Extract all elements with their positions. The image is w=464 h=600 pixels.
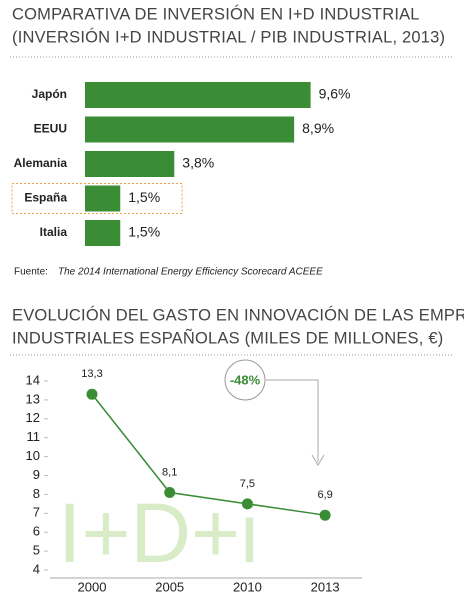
- point: [164, 487, 176, 499]
- value-label: 13,3: [81, 368, 102, 380]
- x-tick-label: 2000: [78, 579, 107, 594]
- y-tick-label: 5: [33, 543, 40, 558]
- value-label: 8,1: [162, 466, 177, 478]
- y-tick-label: 8: [33, 486, 40, 501]
- y-tick-label: 14: [26, 372, 40, 387]
- point: [86, 388, 98, 400]
- category-label: España: [24, 191, 67, 205]
- category-label: Italia: [40, 225, 68, 239]
- value-label: 1,5%: [128, 224, 160, 240]
- category-label: Japón: [32, 87, 67, 101]
- y-tick-label: 9: [33, 467, 40, 482]
- arrow-head: [311, 454, 325, 466]
- value-label: 9,6%: [319, 86, 351, 102]
- line: [91, 393, 326, 516]
- y-tick-label: 13: [26, 391, 40, 406]
- chart-subtitle: INDUSTRIALES ESPAÑOLAS (MILES DE MILLONE…: [12, 327, 443, 347]
- highlight-box: [11, 183, 183, 214]
- annotation: -48%: [230, 372, 261, 387]
- bar: [85, 151, 175, 177]
- bar: [85, 185, 121, 212]
- x-tick-label: 2013: [311, 579, 340, 594]
- watermark: I+D+i: [58, 486, 259, 580]
- chart-title: EVOLUCIÓN DEL GASTO EN INNOVACIÓN DE LAS…: [12, 305, 464, 324]
- arrow: [266, 379, 319, 462]
- value-label: 3,8%: [182, 155, 214, 171]
- point: [319, 509, 331, 521]
- bar: [85, 116, 295, 143]
- point: [241, 498, 253, 510]
- category-label: Alemania: [14, 156, 68, 170]
- category-label: EEUU: [34, 122, 67, 136]
- value-label: 7,5: [240, 478, 255, 490]
- value-label: 1,5%: [128, 189, 160, 205]
- value-label: 6,9: [317, 489, 332, 501]
- bar: [85, 82, 311, 108]
- bar: [85, 220, 121, 246]
- chart-title: COMPARATIVA DE INVERSIÓN EN I+D INDUSTRI…: [12, 4, 420, 23]
- y-tick-label: 4: [33, 561, 40, 576]
- x-tick-label: 2005: [155, 579, 184, 594]
- y-tick-label: 12: [26, 410, 40, 425]
- chart-subtitle: (INVERSIÓN I+D INDUSTRIAL / PIB INDUSTRI…: [12, 27, 445, 46]
- x-tick-label: 2010: [233, 579, 262, 594]
- source: The 2014 International Energy Efficiency…: [58, 267, 323, 278]
- value-label: 8,9%: [302, 120, 334, 136]
- y-tick-label: 10: [26, 448, 40, 463]
- y-tick-label: 11: [27, 429, 41, 444]
- source-label: Fuente:: [14, 267, 48, 278]
- y-tick-label: 6: [33, 524, 40, 539]
- y-tick-label: 7: [33, 505, 40, 520]
- annotation-circle: [224, 359, 266, 401]
